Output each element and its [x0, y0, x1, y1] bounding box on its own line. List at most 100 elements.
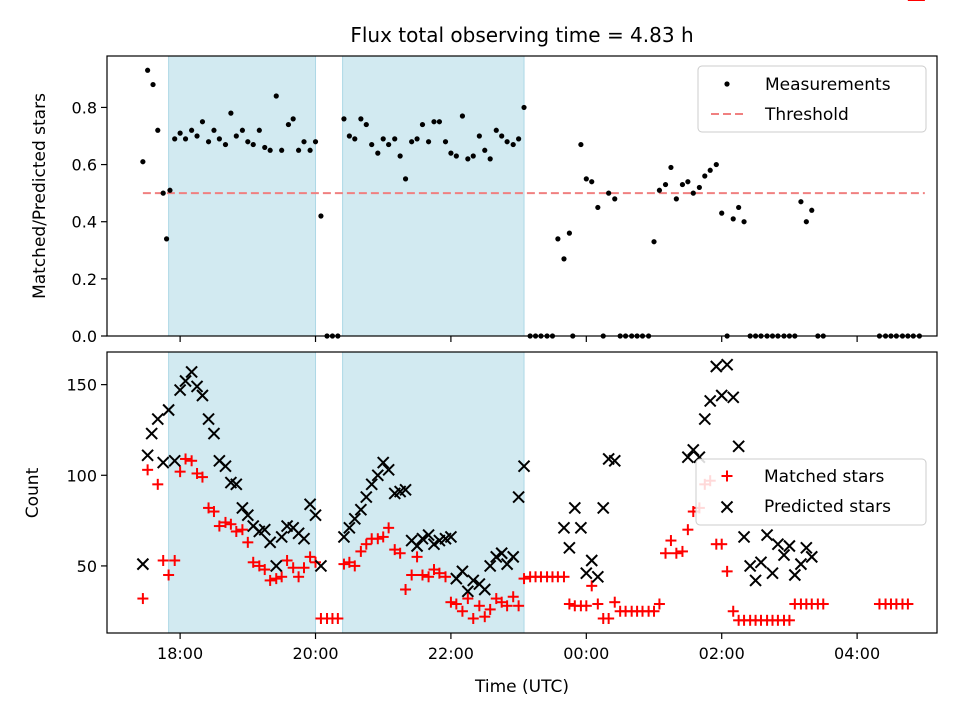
matched-star-point: [665, 535, 677, 547]
matched-star-point: [513, 600, 525, 612]
matched-star-point: [721, 470, 733, 482]
predicted-star-point: [805, 550, 818, 564]
measurement-point: [177, 130, 183, 136]
predicted-star-point: [698, 412, 711, 426]
predicted-stars-points: [136, 358, 818, 598]
predicted-star-point: [478, 583, 491, 596]
measurement-point: [397, 153, 403, 159]
measurement-point: [696, 184, 702, 191]
measurement-point: [713, 161, 719, 168]
predicted-star-point: [141, 449, 154, 462]
measurement-point: [375, 150, 381, 156]
predicted-star-point: [168, 454, 181, 467]
measurement-point: [510, 141, 516, 148]
x-tick-label: 20:00: [292, 644, 338, 663]
matched-star-point: [817, 598, 829, 610]
predicted-star-point: [270, 559, 283, 573]
legend-threshold: Threshold: [764, 105, 849, 125]
measurement-point: [140, 159, 146, 165]
matched-star-point: [479, 611, 491, 623]
predicted-star-point: [309, 508, 322, 522]
matched-star-point: [270, 573, 282, 585]
predicted-star-point: [151, 412, 164, 426]
x-tick-label: 18:00: [157, 644, 203, 663]
measurement-point: [245, 139, 251, 145]
measurement-point: [436, 119, 443, 125]
measurement-point: [493, 127, 499, 133]
measurement-point: [262, 144, 268, 151]
measurement-point: [167, 187, 173, 193]
matched-star-point: [501, 600, 513, 612]
matched-star-point: [423, 571, 435, 583]
predicted-star-point: [467, 574, 480, 587]
matched-stars-points: [137, 0, 925, 626]
predicted-star-point: [207, 427, 221, 440]
predicted-star-point: [461, 585, 475, 598]
matched-star-point: [676, 545, 688, 557]
predicted-star-point: [512, 490, 525, 504]
measurement-point: [798, 199, 804, 205]
predicted-star-point: [173, 383, 187, 397]
matched-star-point: [462, 593, 474, 605]
predicted-star-point: [377, 456, 390, 469]
predicted-star-point: [737, 530, 751, 544]
predicted-star-point: [557, 521, 571, 535]
measurement-point: [803, 219, 809, 225]
measurement-point: [612, 196, 618, 202]
predicted-star-point: [517, 460, 531, 473]
legend-measurement-marker: [724, 81, 730, 87]
x-tick-label: 00:00: [563, 644, 609, 663]
matched-star-point: [264, 574, 276, 586]
measurement-point: [150, 81, 156, 88]
predicted-star-point: [190, 380, 204, 393]
measurement-point: [487, 156, 493, 162]
observing-band-0: [168, 55, 317, 337]
matched-star-point: [902, 598, 914, 610]
matched-star-point: [213, 520, 225, 532]
measurement-point: [448, 150, 454, 156]
measurement-point: [690, 190, 696, 196]
predicted-star-point: [681, 450, 695, 464]
measurement-point: [256, 127, 262, 133]
ratio-y-tick-label: 0.6: [72, 156, 97, 175]
measurement-point: [662, 181, 669, 188]
matched-star-point: [580, 600, 592, 612]
measurement-point: [578, 141, 584, 148]
measurement-point: [419, 121, 426, 128]
predicted-star-point: [568, 501, 582, 515]
measurement-point: [295, 147, 302, 153]
legend-matched: Matched stars: [764, 467, 884, 487]
measurement-point: [312, 139, 319, 145]
predicted-star-point: [563, 541, 576, 555]
predicted-star-point: [382, 463, 395, 477]
matched-star-point: [377, 531, 389, 543]
matched-star-point: [152, 478, 164, 490]
count-y-tick-label: 100: [66, 466, 97, 485]
matched-star-point: [670, 547, 682, 559]
predicted-star-point: [303, 498, 317, 511]
matched-star-point: [355, 545, 367, 557]
observing-band-0: [168, 351, 317, 634]
matched-star-point: [383, 522, 395, 534]
matched-star-point: [349, 560, 361, 572]
matched-star-point: [450, 598, 462, 610]
matched-star-point: [586, 580, 598, 592]
legend-matched-marker: [721, 470, 733, 482]
measurement-point: [369, 141, 375, 148]
matched-star-point: [338, 558, 350, 570]
predicted-star-point: [720, 358, 734, 371]
matched-star-point: [230, 525, 242, 537]
x-tick-label: 04:00: [834, 644, 880, 663]
predicted-star-point: [483, 559, 497, 573]
measurement-point: [279, 147, 285, 153]
predicted-star-point: [783, 539, 796, 553]
panel-ratio: 0.00.20.40.60.8 Matched/Predicted stars …: [30, 55, 938, 346]
measurement-point: [431, 119, 437, 125]
predicted-star-point: [574, 521, 588, 535]
matched-star-point: [716, 538, 728, 550]
measurement-point: [702, 173, 708, 179]
matched-star-point: [219, 516, 231, 528]
matched-star-point: [372, 533, 384, 545]
matched-star-point: [174, 466, 186, 478]
